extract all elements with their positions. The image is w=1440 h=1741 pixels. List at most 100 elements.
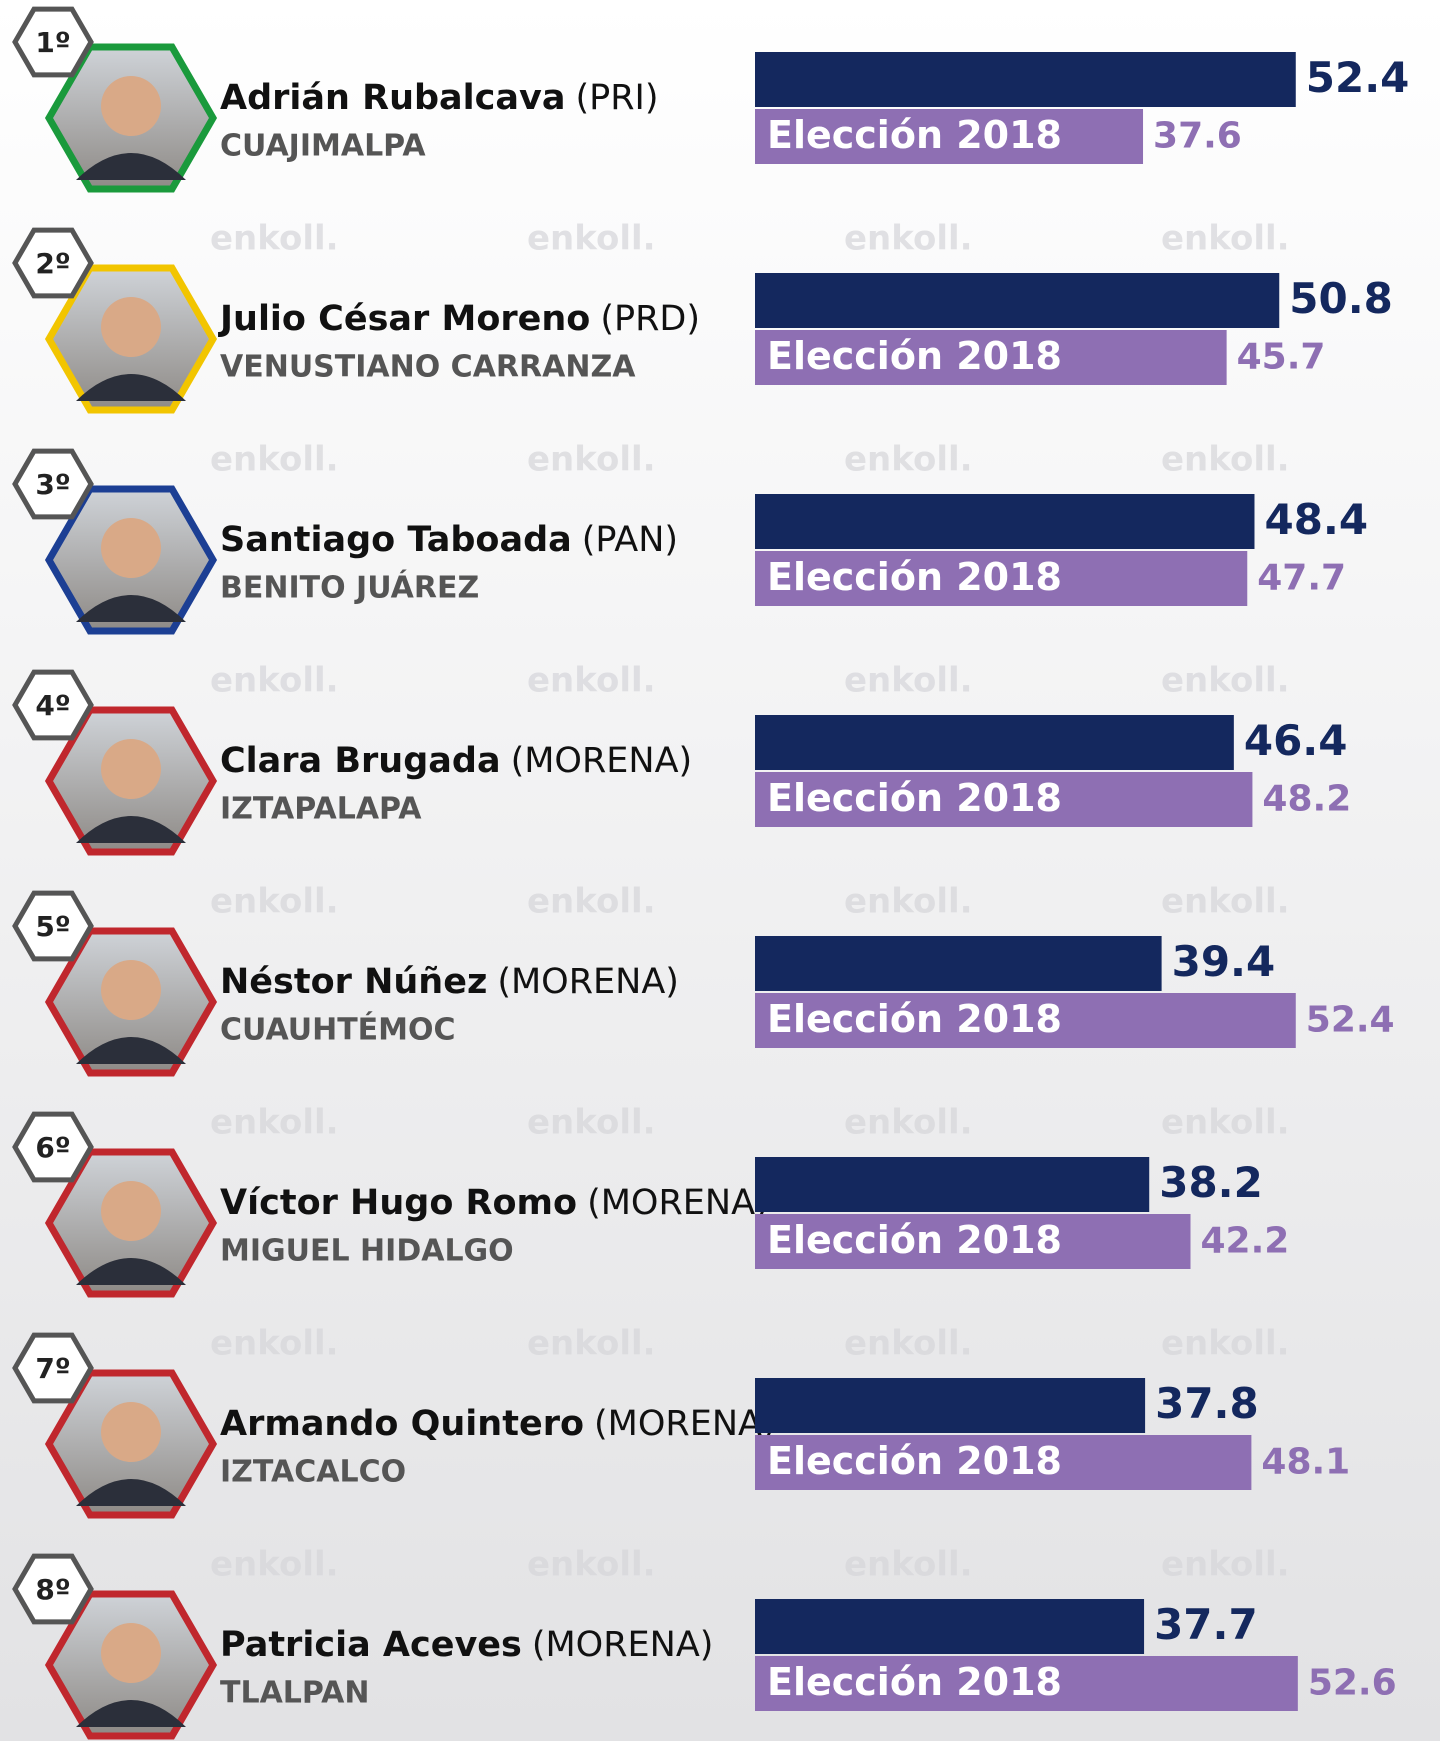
photo-body: [76, 1037, 186, 1064]
photo-body: [76, 595, 186, 622]
rank-badge: [12, 1111, 94, 1183]
bar: [755, 1656, 1298, 1711]
rank: 5º: [35, 910, 70, 943]
bar: [755, 52, 1296, 107]
rank: 4º: [35, 689, 70, 722]
watermark: enkoll.: [1161, 219, 1290, 259]
rank-badge: [12, 890, 94, 962]
candidate-name: Santiago Taboada: [220, 520, 572, 560]
bar: [755, 330, 1227, 385]
photo-head: [101, 960, 161, 1020]
bar: [755, 993, 1296, 1048]
photo-body: [76, 1258, 186, 1285]
bar: [755, 494, 1255, 549]
series-label: Elección 2018: [767, 1660, 1062, 1704]
value-label: 46.4: [1244, 716, 1348, 765]
candidate: Clara Brugada (MORENA): [220, 741, 692, 781]
candidate-name: Patricia Aceves: [220, 1625, 522, 1665]
bar: [755, 715, 1234, 770]
district: MIGUEL HIDALGO: [220, 1234, 514, 1269]
candidate: Julio César Moreno (PRD): [218, 299, 700, 339]
watermark: enkoll.: [844, 1545, 973, 1585]
bar: [755, 936, 1162, 991]
value-label: 37.8: [1155, 1379, 1259, 1428]
candidate-name: Clara Brugada: [220, 741, 501, 781]
value-label: 37.6: [1153, 116, 1242, 157]
rank-badge: [12, 6, 94, 78]
photo-body: [76, 153, 186, 180]
district: IZTAPALAPA: [220, 792, 422, 827]
candidate: Santiago Taboada (PAN): [220, 520, 678, 560]
value-label: 42.2: [1201, 1221, 1290, 1262]
watermark: enkoll.: [210, 440, 339, 480]
candidate: Adrián Rubalcava (PRI): [220, 78, 659, 118]
party: (PRD): [600, 299, 700, 339]
rank-badge: [12, 448, 94, 520]
photo-head: [101, 76, 161, 136]
series-label: Elección 2018: [767, 1218, 1062, 1262]
watermark: enkoll.: [1161, 440, 1290, 480]
value-label: 48.4: [1264, 495, 1368, 544]
watermark: enkoll.: [1161, 1324, 1290, 1364]
district: IZTACALCO: [220, 1455, 406, 1490]
party: (MORENA): [594, 1404, 776, 1444]
value-label: 37.7: [1154, 1600, 1258, 1649]
value-label: 48.2: [1262, 779, 1351, 820]
candidate-name: Néstor Núñez: [220, 962, 487, 1002]
watermark: enkoll.: [1161, 882, 1290, 922]
value-label: 47.7: [1257, 558, 1346, 599]
watermark: enkoll.: [527, 882, 656, 922]
value-label: 48.1: [1261, 1442, 1350, 1483]
watermark: enkoll.: [1161, 1545, 1290, 1585]
watermark: enkoll.: [1161, 1103, 1290, 1143]
watermark: enkoll.: [210, 1103, 339, 1143]
rank-badge: [12, 227, 94, 299]
series-label: Elección 2018: [767, 334, 1062, 378]
rank: 3º: [35, 468, 70, 501]
rank: 6º: [35, 1131, 70, 1164]
party: (MORENA): [532, 1625, 714, 1665]
photo-body: [76, 816, 186, 843]
watermark: enkoll.: [1161, 661, 1290, 701]
watermark: enkoll.: [844, 661, 973, 701]
candidate-name: Julio César Moreno: [218, 299, 590, 339]
photo-head: [101, 1181, 161, 1241]
value-label: 52.4: [1306, 53, 1410, 102]
candidate-name: Adrián Rubalcava: [220, 78, 565, 118]
candidate-name: Armando Quintero: [220, 1404, 584, 1444]
rank-badge: [12, 1553, 94, 1625]
bar: [755, 273, 1280, 328]
photo-head: [101, 518, 161, 578]
value-label: 38.2: [1159, 1158, 1263, 1207]
watermark: enkoll.: [844, 1103, 973, 1143]
bar: [755, 1214, 1191, 1269]
district: VENUSTIANO CARRANZA: [220, 350, 636, 385]
watermark: enkoll.: [844, 219, 973, 259]
party: (MORENA): [587, 1183, 769, 1223]
bar: [755, 1157, 1150, 1212]
watermark: enkoll.: [527, 219, 656, 259]
candidate: Patricia Aceves (MORENA): [220, 1625, 713, 1665]
district: TLALPAN: [220, 1676, 369, 1711]
photo-head: [101, 1402, 161, 1462]
photo-body: [76, 1479, 186, 1506]
value-label: 45.7: [1237, 337, 1326, 378]
candidate: Víctor Hugo Romo (MORENA): [220, 1183, 769, 1223]
candidate-name: Víctor Hugo Romo: [220, 1183, 577, 1223]
bar: [755, 1599, 1145, 1654]
watermark: enkoll.: [844, 440, 973, 480]
watermark: enkoll.: [210, 219, 339, 259]
district: CUAUHTÉMOC: [220, 1012, 456, 1048]
series-label: Elección 2018: [767, 776, 1062, 820]
watermark: enkoll.: [210, 1545, 339, 1585]
value-label: 52.6: [1308, 1663, 1397, 1704]
photo-head: [101, 297, 161, 357]
value-label: 52.4: [1306, 1000, 1395, 1041]
bar: [755, 109, 1144, 164]
watermark: enkoll.: [527, 1545, 656, 1585]
watermark: enkoll.: [210, 882, 339, 922]
district: CUAJIMALPA: [220, 129, 426, 164]
photo-body: [76, 374, 186, 401]
district: BENITO JUÁREZ: [220, 570, 479, 606]
